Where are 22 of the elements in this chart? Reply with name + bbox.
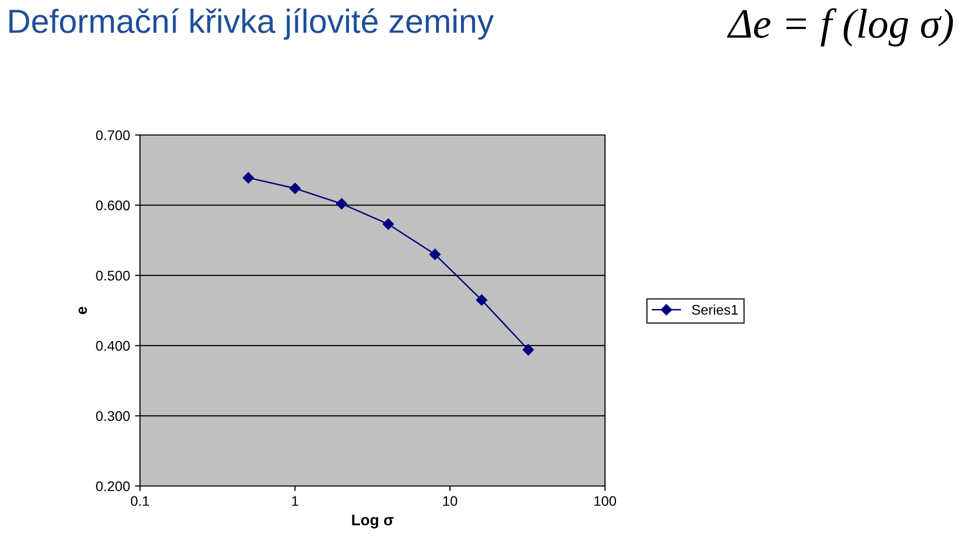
x-axis-title: Log σ: [352, 514, 394, 528]
chart-title: Deformační křivka jílovité zeminy: [9, 8, 494, 40]
y-tick-label: 0.600: [96, 200, 130, 210]
text: Δe = f (log σ): [726, 8, 953, 46]
point: [242, 172, 254, 184]
y-tick-label: 0.300: [96, 411, 130, 421]
x-tick-label: 0.1: [130, 496, 149, 506]
point: [429, 248, 441, 260]
y-axis-title: e: [78, 306, 87, 314]
point: [289, 182, 301, 194]
y-tick-label: 0.200: [96, 481, 130, 492]
point: [476, 294, 488, 306]
x-tick-label: 100: [594, 496, 616, 506]
x-tick-label: 10: [443, 496, 458, 506]
y-tick-label: 0.500: [96, 270, 130, 281]
point: [336, 198, 348, 210]
legend-label: Series1: [692, 304, 738, 315]
point: [522, 344, 534, 356]
y-tick-label: 0.400: [96, 340, 130, 351]
point: [382, 218, 394, 230]
y-tick-label: 0.700: [96, 130, 130, 140]
x-tick-label: 1: [292, 496, 298, 506]
